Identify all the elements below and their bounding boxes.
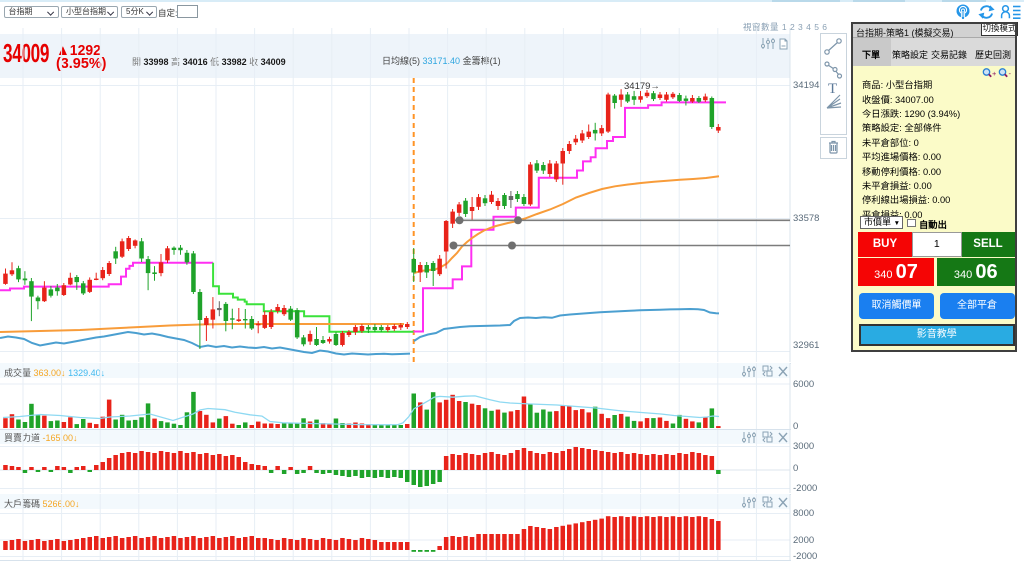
svg-text:+: + [992,69,997,78]
svg-text:34179→: 34179→ [624,81,660,92]
svg-text:-: - [1009,69,1012,78]
svg-text:T: T [828,81,837,97]
